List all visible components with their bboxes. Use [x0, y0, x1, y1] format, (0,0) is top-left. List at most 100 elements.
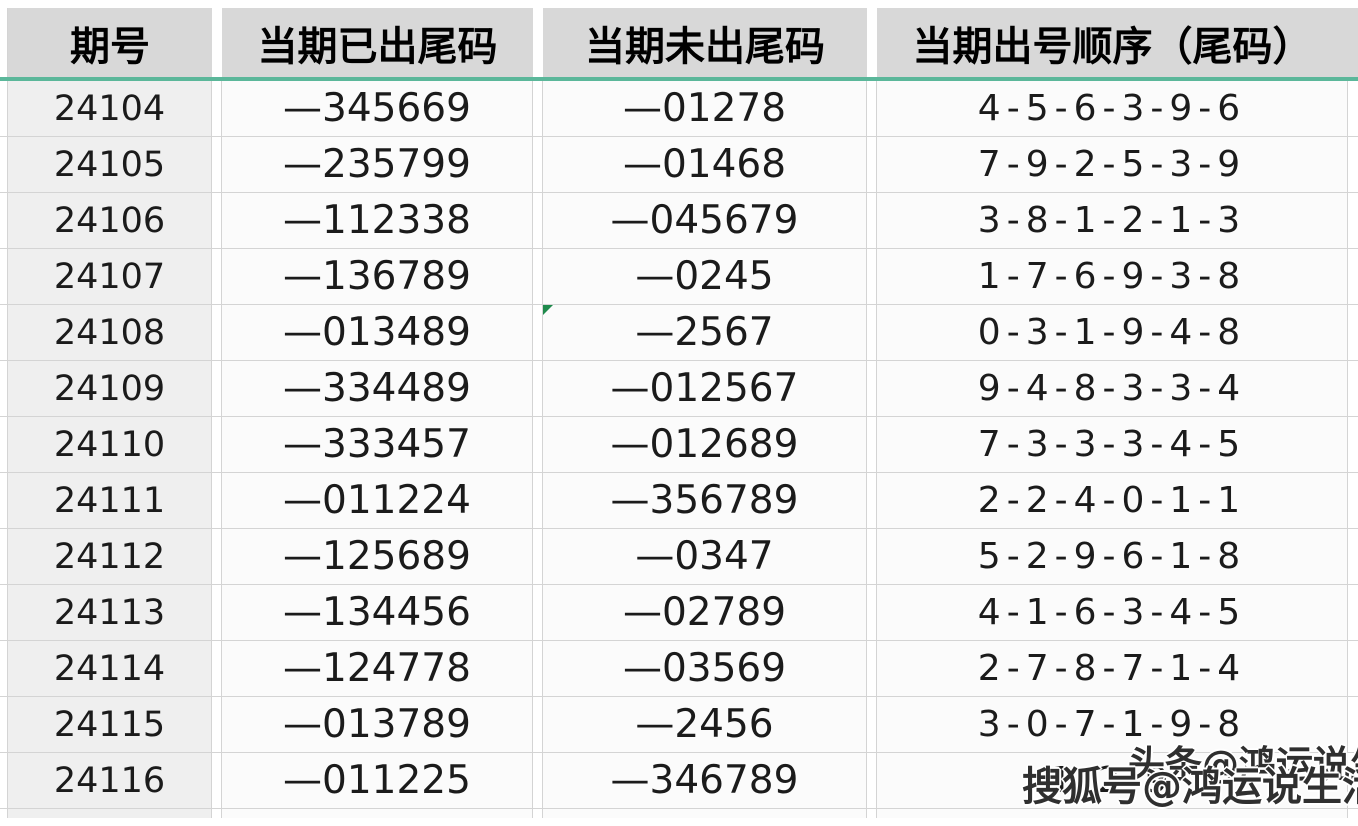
header-accent-line: [0, 77, 1358, 81]
cell-period[interactable]: 24114: [8, 641, 212, 696]
table-row: 24107 —136789 —0245 1-7-6-9-3-8: [0, 249, 1358, 305]
cell-draw-order[interactable]: 2-2-4-0-1-1: [877, 473, 1348, 528]
cell-drawn-tails[interactable]: —134456: [222, 585, 533, 640]
cell-period[interactable]: 24105: [8, 137, 212, 192]
cell-undrawn-tails[interactable]: —0347: [543, 529, 867, 584]
cell-draw-order[interactable]: 7-3-3-3-4-5: [877, 417, 1348, 472]
cell-draw-order[interactable]: 9-4-8-3-3-4: [877, 361, 1348, 416]
cell-drawn-tails[interactable]: —334489: [222, 361, 533, 416]
cell-drawn-tails[interactable]: [222, 809, 533, 818]
cell-period[interactable]: 24115: [8, 697, 212, 752]
cell-draw-order[interactable]: 3-8-1-2-1-3: [877, 193, 1348, 248]
cell-draw-order[interactable]: 5-2-9-6-1-8: [877, 529, 1348, 584]
spacer-cell: [533, 193, 543, 248]
cell-period[interactable]: 24107: [8, 249, 212, 304]
edge-cell-left: [0, 417, 8, 472]
cell-undrawn-tails[interactable]: —0245: [543, 249, 867, 304]
column-header-undrawn-tails[interactable]: 当期未出尾码: [543, 8, 867, 77]
table-row: 24115 —013789 —2456 3-0-7-1-9-8: [0, 697, 1358, 753]
spacer-cell: [533, 473, 543, 528]
cell-drawn-tails[interactable]: —112338: [222, 193, 533, 248]
spacer-cell: [212, 697, 222, 752]
cell-undrawn-tails[interactable]: —02789: [543, 585, 867, 640]
column-header-period[interactable]: 期号: [8, 8, 212, 77]
edge-cell-right: [1348, 137, 1358, 192]
cell-draw-order[interactable]: 4-1-6-3-4-5: [877, 585, 1348, 640]
spacer-cell: [533, 417, 543, 472]
spacer-cell: [867, 249, 877, 304]
edge-cell-right: [1348, 809, 1358, 818]
spacer-cell: [867, 193, 877, 248]
cell-drawn-tails[interactable]: —235799: [222, 137, 533, 192]
cell-period[interactable]: 24110: [8, 417, 212, 472]
cell-undrawn-tails[interactable]: —2567: [543, 305, 867, 360]
cell-period[interactable]: 24104: [8, 81, 212, 136]
edge-cell-right: [1348, 697, 1358, 752]
table-row: 24111 —011224 —356789 2-2-4-0-1-1: [0, 473, 1358, 529]
column-header-draw-order[interactable]: 当期出号顺序（尾码）: [877, 8, 1348, 77]
spacer-cell: [212, 809, 222, 818]
cell-drawn-tails[interactable]: —333457: [222, 417, 533, 472]
cell-draw-order[interactable]: [877, 809, 1348, 818]
cell-drawn-tails[interactable]: —125689: [222, 529, 533, 584]
cell-draw-order[interactable]: 1-2-9: [877, 753, 1348, 808]
column-header-drawn-tails[interactable]: 当期已出尾码: [222, 8, 533, 77]
cell-undrawn-tails[interactable]: —012567: [543, 361, 867, 416]
cell-drawn-tails[interactable]: —011225: [222, 753, 533, 808]
cell-draw-order[interactable]: 7-9-2-5-3-9: [877, 137, 1348, 192]
cell-undrawn-tails[interactable]: —346789: [543, 753, 867, 808]
spacer-cell: [867, 305, 877, 360]
spacer-cell: [533, 753, 543, 808]
cell-period[interactable]: 24113: [8, 585, 212, 640]
table-row: 24116 —011225 —346789 1-2-9: [0, 753, 1358, 809]
cell-undrawn-tails[interactable]: —012689: [543, 417, 867, 472]
spacer-cell: [533, 137, 543, 192]
spacer-cell: [867, 361, 877, 416]
spacer-cell: [867, 809, 877, 818]
cell-period[interactable]: [8, 809, 212, 818]
cell-draw-order[interactable]: 4-5-6-3-9-6: [877, 81, 1348, 136]
edge-cell-right: [1348, 473, 1358, 528]
spacer-cell: [533, 8, 543, 77]
cell-period[interactable]: 24106: [8, 193, 212, 248]
cell-drawn-tails[interactable]: —011224: [222, 473, 533, 528]
cell-drawn-tails[interactable]: —124778: [222, 641, 533, 696]
cell-period[interactable]: 24108: [8, 305, 212, 360]
cell-period[interactable]: 24109: [8, 361, 212, 416]
edge-cell-right: [1348, 305, 1358, 360]
cell-period[interactable]: 24116: [8, 753, 212, 808]
table-row: 24112 —125689 —0347 5-2-9-6-1-8: [0, 529, 1358, 585]
edge-cell-left: [0, 249, 8, 304]
edge-cell-left: [0, 81, 8, 136]
cell-draw-order[interactable]: 1-7-6-9-3-8: [877, 249, 1348, 304]
cell-undrawn-tails[interactable]: —01278: [543, 81, 867, 136]
cell-drawn-tails[interactable]: —013789: [222, 697, 533, 752]
cell-undrawn-tails[interactable]: —03569: [543, 641, 867, 696]
edge-cell-right: [1348, 193, 1358, 248]
cell-undrawn-tails[interactable]: —01468: [543, 137, 867, 192]
table-row: 24108 —013489 —2567 0-3-1-9-4-8: [0, 305, 1358, 361]
cell-draw-order[interactable]: 3-0-7-1-9-8: [877, 697, 1348, 752]
cell-undrawn-tails[interactable]: —2456: [543, 697, 867, 752]
spacer-cell: [533, 641, 543, 696]
cell-undrawn-tails[interactable]: —045679: [543, 193, 867, 248]
cell-drawn-tails[interactable]: —345669: [222, 81, 533, 136]
cell-period[interactable]: 24111: [8, 473, 212, 528]
cell-undrawn-tails[interactable]: —356789: [543, 473, 867, 528]
cell-draw-order[interactable]: 0-3-1-9-4-8: [877, 305, 1348, 360]
spacer-cell: [533, 585, 543, 640]
edge-cell-right: [1348, 417, 1358, 472]
edge-cell-left: [0, 137, 8, 192]
cell-period[interactable]: 24112: [8, 529, 212, 584]
spacer-cell: [212, 641, 222, 696]
cell-draw-order[interactable]: 2-7-8-7-1-4: [877, 641, 1348, 696]
spacer-cell: [867, 753, 877, 808]
spacer-cell: [212, 305, 222, 360]
spacer-cell: [867, 473, 877, 528]
spacer-cell: [533, 361, 543, 416]
cell-drawn-tails[interactable]: —013489: [222, 305, 533, 360]
spacer-cell: [867, 641, 877, 696]
cell-drawn-tails[interactable]: —136789: [222, 249, 533, 304]
cell-undrawn-tails[interactable]: [543, 809, 867, 818]
spacer-cell: [212, 193, 222, 248]
